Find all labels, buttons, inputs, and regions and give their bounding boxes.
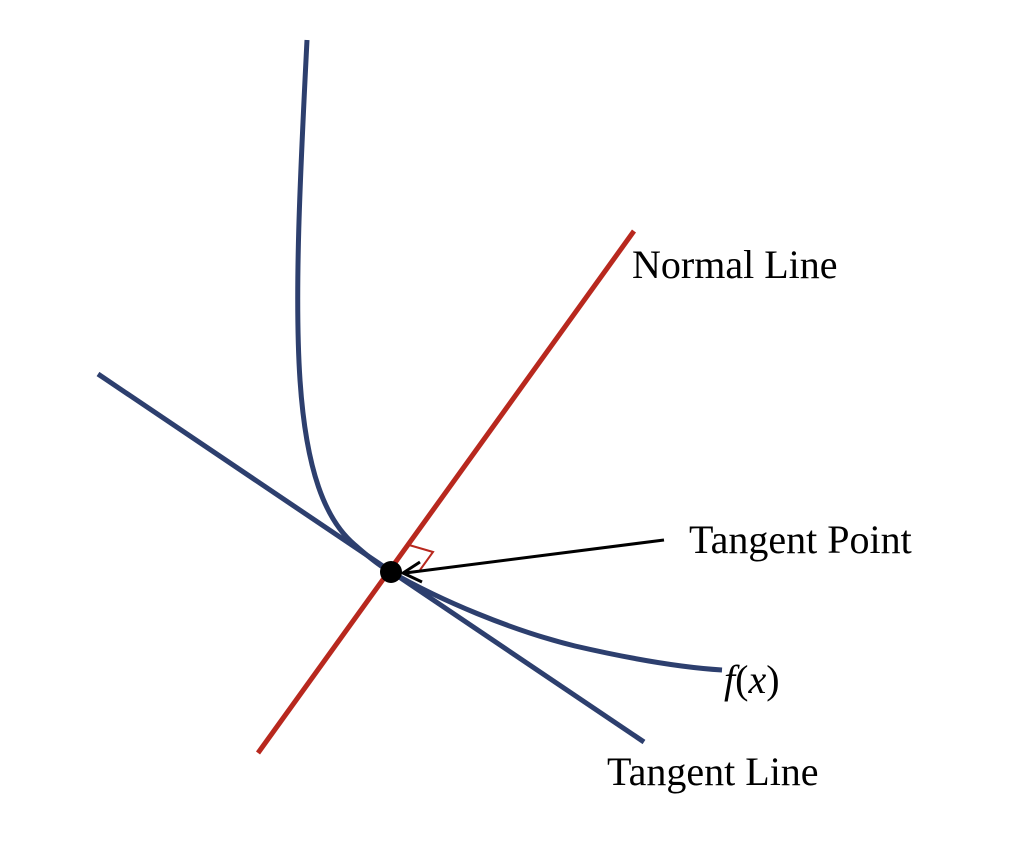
tangent-point-arrow-shaft: [404, 538, 665, 575]
function-label: f(x): [724, 657, 780, 702]
tangent-point-label: Tangent Point: [689, 517, 912, 562]
function-label-variable: x: [747, 657, 766, 702]
function-label-paren-open: (: [735, 657, 748, 702]
function-curve: [295, 39, 723, 673]
right-angle-marker: [408, 544, 435, 571]
normal-line-label: Normal Line: [632, 242, 838, 287]
tangent-point: [380, 561, 402, 583]
function-label-paren-close: ): [766, 657, 779, 702]
normal-line: [255, 229, 637, 755]
tangent-point-arrow-head: [399, 560, 423, 584]
tangent-line-label: Tangent Line: [607, 749, 819, 794]
